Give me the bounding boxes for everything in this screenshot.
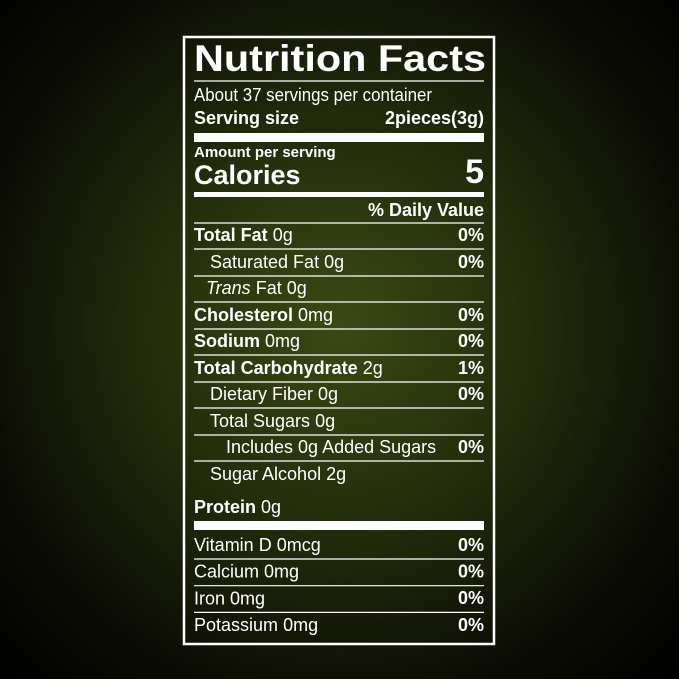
nutrient-row: Vitamin D 0mcg [194,535,321,555]
nutrient-amount: 0mg [230,588,265,608]
nutrient-row: Total Carbohydrate 2g [194,358,383,378]
calories-value: 5 [465,153,484,191]
nutrient-name-italic: Trans [206,278,251,298]
amount-per-serving: Amount per serving [194,144,336,161]
nutrient-name: Sugar Alcohol [210,464,321,484]
nutrient-dv: 0% [458,225,484,245]
serving-size-label: Serving size [194,108,299,128]
nutrient-name: Cholesterol [194,305,293,325]
nutrient-amount: 0g [273,225,293,245]
nutrient-amount: 0g [261,497,281,517]
nutrient-name: Includes 0g Added Sugars [226,437,436,457]
nutrient-name: Total Fat [194,225,268,245]
nutrient-rows: Total Fat 0g 0% Saturated Fat 0g 0% Trans Fa… [194,225,484,635]
nutrient-dv: 0% [458,535,484,555]
nutrient-name: Calcium [194,561,259,581]
label-border [182,35,496,646]
nutrient-dv: 1% [458,358,484,378]
nutrient-row: Calcium 0mg [194,561,299,581]
nutrient-row: Potassium 0mg [194,615,318,635]
nutrient-name: Protein [194,497,256,517]
nutrient-dv: 0% [458,437,484,457]
nutrient-dv: 0% [458,252,484,272]
nutrient-amount: 0g [315,411,335,431]
nutrient-dv: 0% [458,588,484,608]
nutrient-amount: 0g [287,278,307,298]
nutrient-name: Dietary Fiber [210,384,313,404]
nutrient-dv: 0% [458,305,484,325]
nutrient-name: Potassium [194,615,278,635]
calories-label: Calories [194,160,301,190]
nutrient-row: Sugar Alcohol 2g [210,464,346,484]
nutrient-dv: 0% [458,561,484,581]
nutrient-row: Saturated Fat 0g [210,252,344,272]
nutrient-amount: 0mg [264,561,299,581]
dv-header: % Daily Value [368,200,484,220]
nutrient-amount: 0mg [298,305,333,325]
nutrient-amount: 0g [318,384,338,404]
nutrient-amount: 0mg [283,615,318,635]
title: Nutrition Facts [194,38,486,79]
nutrient-dv: 0% [458,331,484,351]
nutrient-name: Total Carbohydrate [194,358,358,378]
nutrient-name: Total Sugars [210,411,310,431]
nutrient-name: Fat [256,278,282,298]
nutrient-row: Total Sugars 0g [210,411,335,431]
nutrient-name: Sodium [194,331,260,351]
medium-rule [194,192,484,197]
nutrient-amount: 0mcg [277,535,321,555]
nutrient-row: Iron 0mg [194,588,265,608]
nutrient-row: Cholesterol 0mg [194,305,333,325]
thick-rule [194,133,484,142]
nutrient-row: Protein 0g [194,497,281,517]
nutrient-amount: 2g [326,464,346,484]
nutrient-amount: 2g [363,358,383,378]
nutrient-amount: 0mg [265,331,300,351]
nutrient-dv: 0% [458,384,484,404]
thick-rule [194,521,484,530]
nutrient-amount: 0g [324,252,344,272]
nutrient-dv: 0% [458,615,484,635]
nutrient-name: Iron [194,588,225,608]
nutrient-row: Includes 0g Added Sugars [226,437,436,457]
nutrient-row: Sodium 0mg [194,331,300,351]
nutrient-row: Trans Fat 0g [206,278,307,298]
nutrient-name: Saturated Fat [210,252,319,272]
nutrient-row: Total Fat 0g [194,225,293,245]
serving-size-value: 2pieces(3g) [385,108,484,128]
nutrient-row: Dietary Fiber 0g [210,384,338,404]
servings: About 37 servings per container [194,85,432,105]
nutrient-name: Vitamin D [194,535,272,555]
